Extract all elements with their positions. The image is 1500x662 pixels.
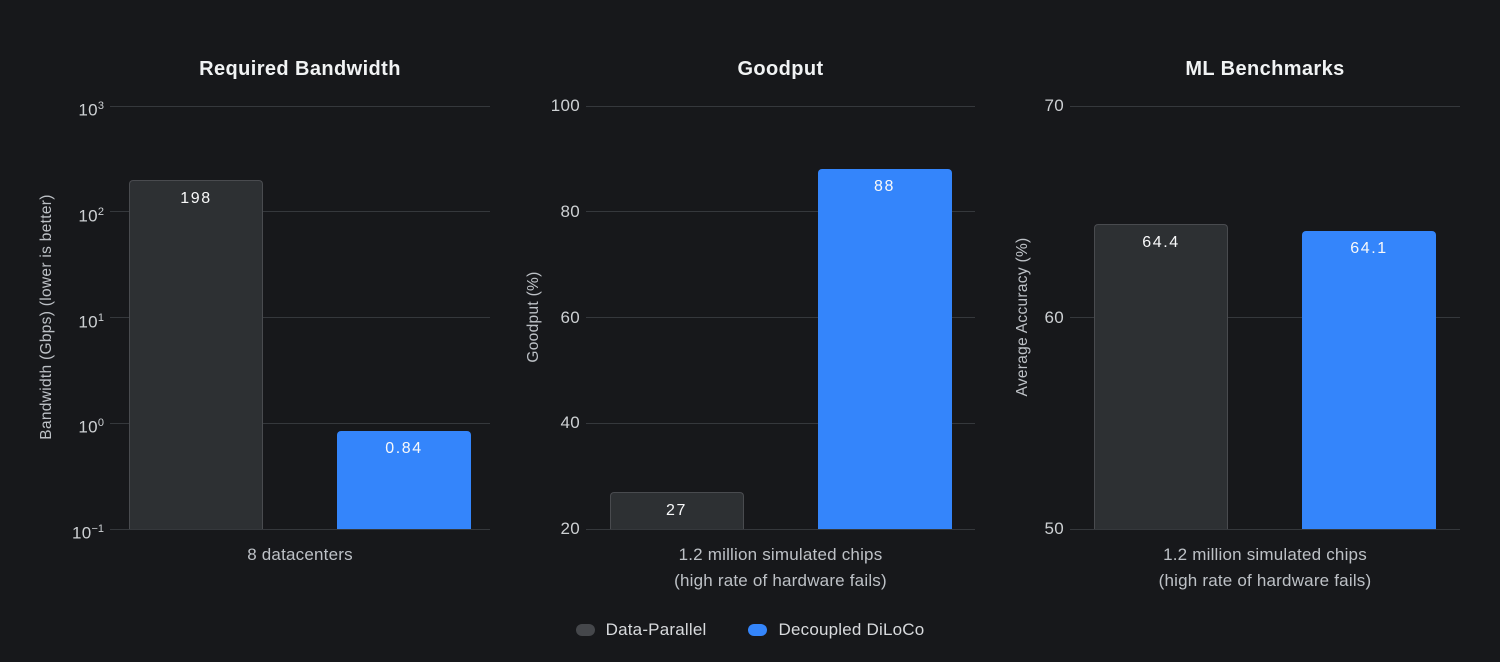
chart-title: ML Benchmarks [1185,58,1345,80]
chart-title: Goodput [737,58,824,80]
y-tick-label: 50 [1044,519,1064,538]
data-parallel-swatch-icon [575,624,595,636]
chart-title: Required Bandwidth [199,58,401,80]
x-axis-label-line: 1.2 million simulated chips [1163,545,1367,564]
bar-decoupled-diloco: 64.1 [1302,230,1436,529]
legend-item-decoupled-diloco: Decoupled DiLoCo [748,617,924,643]
y-tick-label: 60 [560,307,580,327]
x-axis-label-line: (high rate of hardware fails) [674,571,887,590]
gridline [1070,105,1460,107]
chart-ml-benchmarks: ML Benchmarks Average Accuracy (%) 64.4 6… [1000,0,1500,662]
bar-value-label: 0.84 [385,440,423,458]
gridline [586,105,975,107]
bar-data-parallel: 27 [609,491,744,529]
gridline [586,422,975,424]
gridline [586,211,975,213]
y-tick-label: 80 [560,201,580,221]
bar-value-label: 64.4 [1142,234,1180,252]
legend-label: Decoupled DiLoCo [778,620,925,639]
gridline [110,317,490,318]
y-axis-label: Goodput (%) [525,271,542,363]
y-tick-label: 103 [78,100,104,120]
x-axis-label-line: 8 datacenters [247,545,353,564]
y-tick-label: 40 [560,413,580,433]
plot-area: 64.4 64.1 [1070,105,1460,530]
legend: Data-Parallel Decoupled DiLoCo [0,617,1500,643]
gridline [110,105,490,107]
gridline [586,317,975,318]
gridline [586,528,975,530]
plot-area: 27 88 [586,105,975,530]
bar-value-label: 64.1 [1350,239,1388,257]
y-tick-label: 10−1 [71,523,104,543]
bar-decoupled-diloco: 0.84 [337,431,471,529]
bar-value-label: 88 [874,178,895,196]
y-axis-label: Average Accuracy (%) [1014,237,1031,397]
chart-goodput: Goodput Goodput (%) 27 88 1.2 million sim… [500,0,1000,662]
x-axis-label-line: 1.2 million simulated chips [678,545,883,564]
y-tick-label: 100 [78,417,104,437]
plot-area: 198 0.84 [110,105,490,530]
y-tick-label: 101 [78,311,104,332]
y-tick-label: 60 [1044,307,1064,327]
y-tick-label: 102 [78,205,104,226]
bar-value-label: 27 [666,501,687,519]
gridline [110,422,490,424]
bar-data-parallel: 198 [129,180,263,529]
bar-value-label: 198 [180,190,212,208]
bar-decoupled-diloco: 88 [817,169,952,529]
x-axis-label: 8 datacenters [110,542,490,568]
gridline [110,211,490,213]
bar-data-parallel: 64.4 [1094,224,1228,529]
y-tick-label: 20 [560,519,580,538]
decoupled-diloco-swatch-icon [748,624,768,636]
y-tick-label: 70 [1044,96,1064,115]
y-axis-label: Bandwidth (Gbps) (lower is better) [38,194,55,440]
chart-required-bandwidth: Required Bandwidth Bandwidth (Gbps) (low… [0,0,500,662]
x-axis-label: 1.2 million simulated chips (high rate o… [1070,542,1460,594]
legend-label: Data-Parallel [605,620,707,639]
gridline [1070,528,1460,530]
x-axis-label: 1.2 million simulated chips (high rate o… [586,542,975,594]
legend-item-data-parallel: Data-Parallel [575,617,707,643]
gridline [110,528,490,530]
x-axis-label-line: (high rate of hardware fails) [1158,571,1372,590]
y-tick-label: 100 [550,96,580,115]
gridline [1070,317,1460,318]
